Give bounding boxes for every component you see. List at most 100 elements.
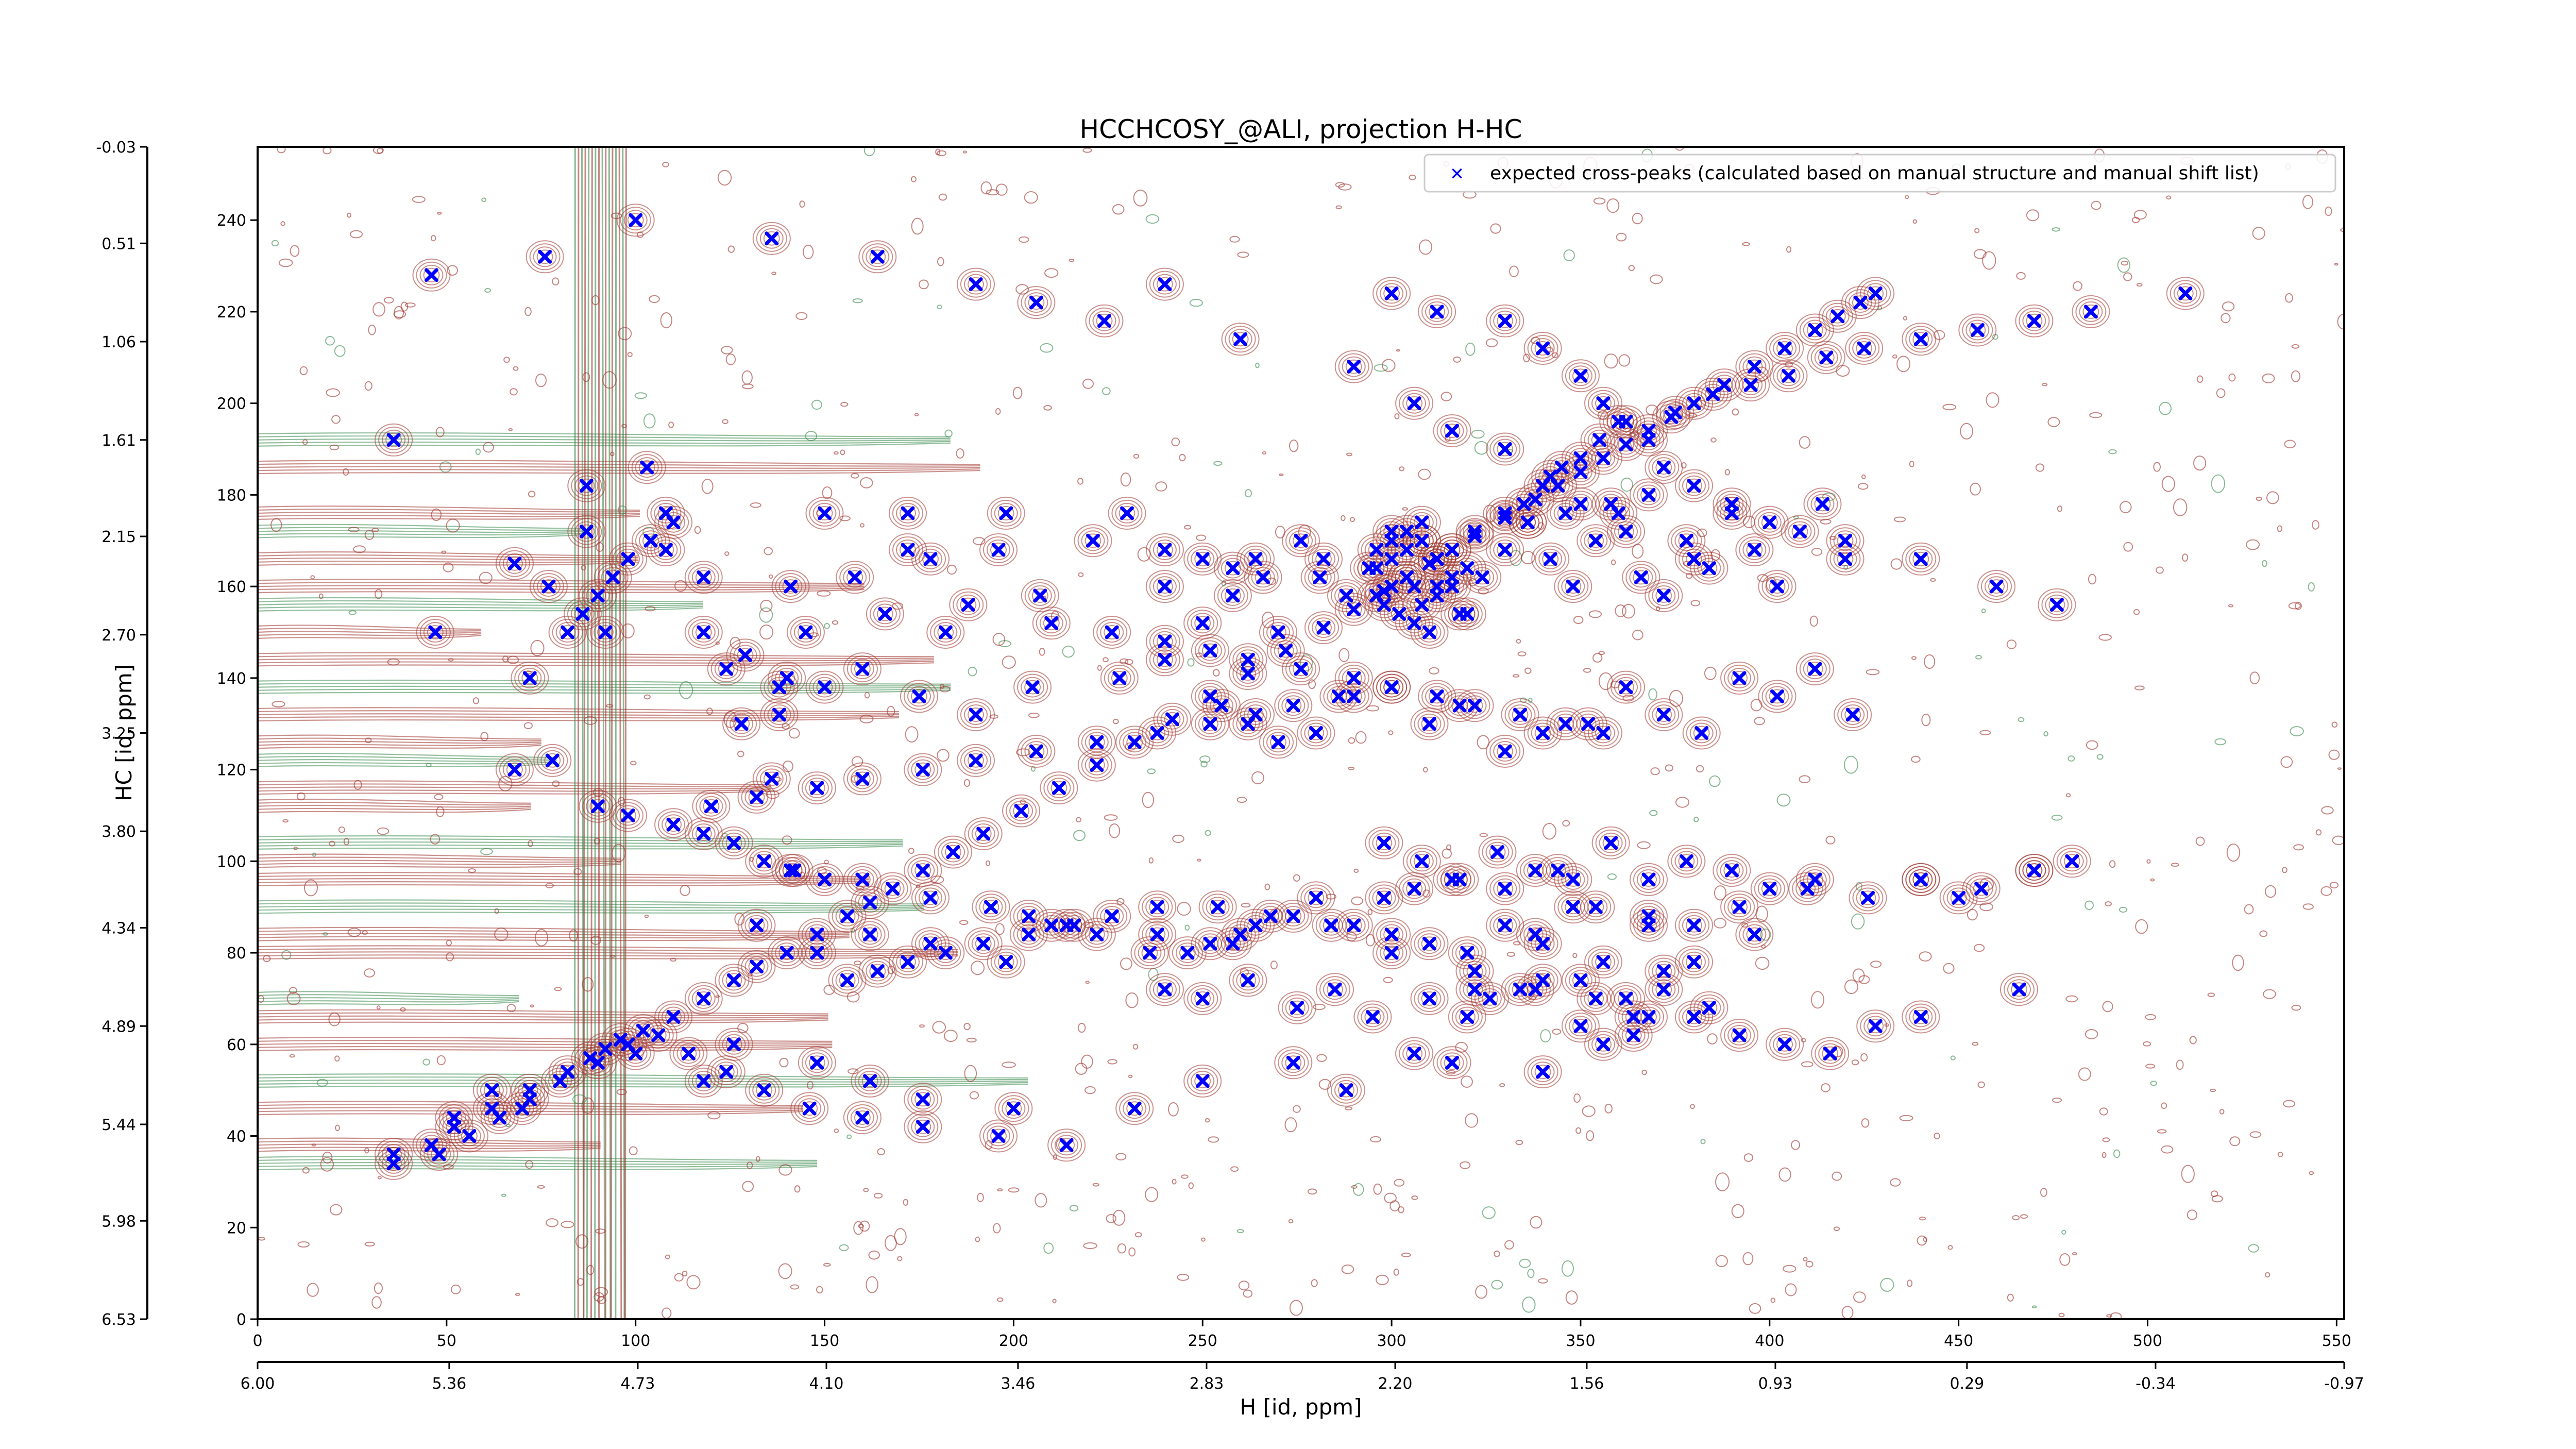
cross-peak-point [1619,524,1633,538]
contour-ring [1444,866,1476,893]
contour-ring [2015,854,2054,887]
cross-peak-point [1974,882,1989,896]
contour-ring [1413,854,1430,869]
contour-ring [851,918,889,951]
contour-ring [1111,670,1128,685]
cross-peak-point [1347,671,1361,685]
contour-ring [620,1040,651,1067]
contour-ring [438,1104,470,1131]
contour-speckle [2266,491,2279,504]
contour-ring [998,1095,1029,1122]
contour-ring [1421,683,1453,710]
contour-ring [1602,497,1619,512]
contour-ring [1508,979,1532,1000]
contour-ring [578,524,595,539]
contour-speckle [2084,900,2094,911]
contour-ring [1595,1037,1612,1052]
contour-ring [1656,403,1687,431]
contour-speckle [1081,1054,1093,1069]
contour-speckle [795,312,808,320]
contour-speckle [1770,1298,1776,1303]
y-ppm-tick-label: 1.61 [101,432,136,450]
contour-ring [801,1101,818,1116]
contour-ring [1788,521,1812,542]
contour-ring [1489,845,1506,860]
contour-streak [258,955,958,960]
contour-speckle [839,515,851,521]
cross-peak-point [1777,341,1792,356]
cross-peak-point [1022,909,1036,923]
contour-speckle [2181,1165,2195,1183]
contour-speckle [530,639,545,656]
cross-peak-point [1271,625,1285,639]
contour-speckle [1542,823,1556,840]
contour-speckle [1016,748,1031,756]
contour-speckle [1650,767,1660,776]
contour-speckle [343,837,350,846]
contour-ring [1523,860,1547,881]
contour-ring [1652,961,1676,982]
cross-peak-point [485,1083,499,1098]
contour-ring [533,246,557,267]
contour-ring [431,1147,448,1162]
contour-ring [552,619,583,646]
cross-peak-point [697,625,711,639]
contour-speckle [2020,1214,2028,1219]
contour-speckle [2332,835,2344,845]
contour-ring [926,616,965,649]
contour-streak [258,841,903,845]
contour-ring [911,860,935,881]
contour-speckle [887,705,895,717]
cross-peak-point [598,1042,613,1056]
contour-ring [529,570,568,603]
cross-peak-point [2083,305,2098,319]
contour-ring [616,548,640,569]
contour-ring [1191,707,1229,740]
contour-ring [1410,512,1434,533]
contour-speckle [1833,1226,1840,1232]
contour-speckle [1069,259,1075,262]
cross-peak-point [1422,557,1436,571]
contour-streak [258,930,850,934]
contour-speckle [1732,408,1739,416]
contour-speckle [2262,373,2275,383]
contour-streak [258,460,980,465]
contour-ring [1527,967,1558,994]
contour-ring [665,817,682,832]
contour-ring [616,204,655,237]
contour-ring [994,951,1018,972]
contour-ring [1588,948,1619,975]
contour-ring [1217,582,1248,609]
contour-ring [828,964,867,997]
contour-ring [1818,299,1857,333]
contour-ring [1228,329,1252,350]
contour-ring [861,927,878,942]
contour-ring [982,900,999,915]
contour-ring [1591,487,1630,521]
x-tick-label: 400 [1755,1332,1784,1350]
contour-speckle [1031,766,1036,772]
contour-speckle [1843,755,1858,774]
contour-speckle [1112,718,1119,724]
contour-ring [1327,686,1351,707]
contour-speckle [1471,429,1485,439]
contour-speckle [1572,953,1578,958]
contour-ring [1671,527,1702,554]
contour-streak [258,908,924,911]
contour-ring [1191,548,1215,569]
cross-peak-point [749,790,764,804]
cross-peak-point [1445,1055,1459,1070]
contour-ring [1345,359,1362,374]
contour-ring [1123,1098,1147,1119]
contour-ring [1659,399,1691,426]
contour-speckle [569,929,578,942]
cross-peak-point [916,1120,930,1134]
contour-ring [1077,726,1116,759]
contour-streak [258,864,621,868]
contour-water-band [594,147,597,1319]
cross-peak-point [1732,1028,1747,1042]
contour-ring [1512,494,1536,515]
cross-peak-point [1573,368,1588,383]
contour-ring [854,662,871,677]
contour-ring [1281,994,1313,1021]
